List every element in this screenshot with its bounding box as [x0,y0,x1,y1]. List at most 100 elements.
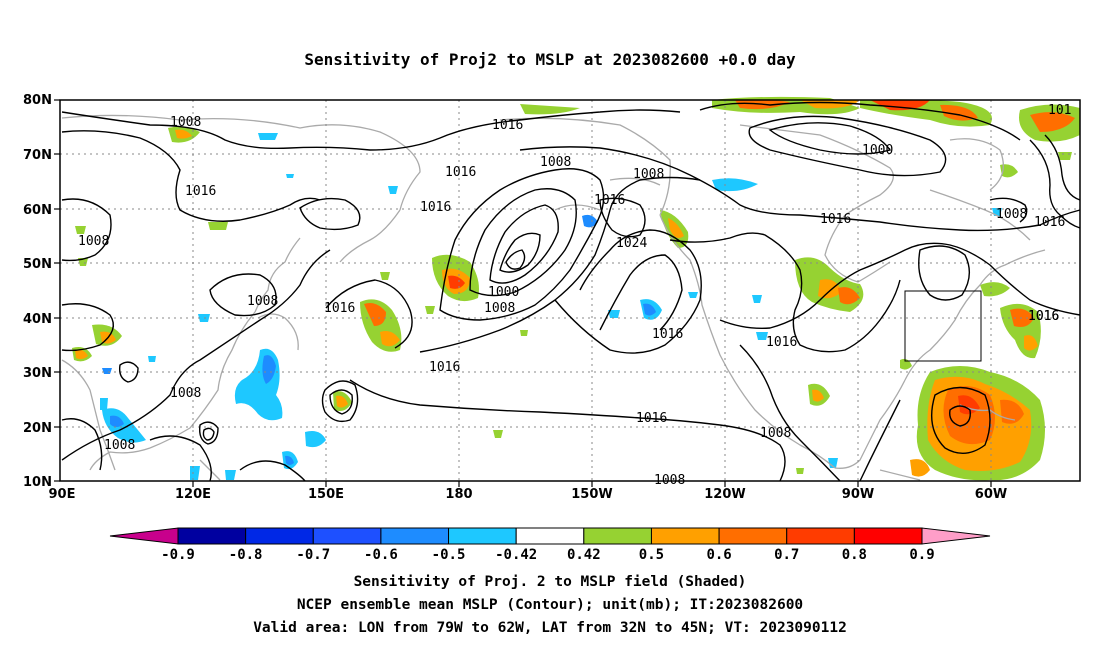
shade-patch [1024,335,1038,351]
contour-label: 1008 [247,294,278,309]
contour-label: 1008 [633,167,664,182]
contour-label: 1024 [616,236,647,251]
contour-label: 1016 [492,118,523,133]
lat-label: 20N [23,421,52,436]
colorbar-label: 0.8 [842,547,867,563]
contour-line [499,232,541,273]
shade-patch [493,430,503,438]
contour-line [599,197,646,238]
shade-patch [448,275,465,289]
contour-line [299,197,361,231]
colorbar-label: 0.6 [706,547,731,563]
contour-line [859,399,901,482]
shade-patch [520,104,580,115]
coastline [949,138,1004,191]
shade-patch [175,129,192,139]
shade-patch [910,459,930,477]
colorbar-box [718,527,788,545]
shade-patch [285,455,294,465]
contour-label: 1008 [170,115,201,130]
shade-patch [208,222,228,230]
shade-patch [102,368,112,374]
lon-label: 180 [445,487,472,502]
shade-patch [643,303,656,316]
contour-line [1029,139,1081,229]
shade-patch [262,355,276,384]
contour-line [329,389,353,415]
shade-patch [900,358,912,370]
contour-line [989,197,1028,223]
contour-label: 1008 [540,155,571,170]
shade-patch [838,287,860,305]
colorbar-label: -0.5 [432,547,466,563]
contour-line [202,427,215,441]
colorbar-label: 0.9 [909,547,934,563]
contour-line [198,421,219,445]
contour-line [439,168,605,321]
contour-label: 1016 [429,360,460,375]
coastline [61,114,421,211]
contour-labels: 1008 1016 1016 1016 1008 1016 1008 1016 … [78,103,1071,488]
shade-patch [1058,152,1072,160]
colorbar-label: 0.42 [567,547,601,563]
contour-line [748,115,947,177]
contour-label: 1008 [170,386,201,401]
shade-patch [818,279,842,299]
contour-label: 1008 [104,438,135,453]
shade-patch [712,178,758,192]
colorbar-box [515,527,585,545]
lon-ticks [192,481,992,487]
contour-line [349,379,786,482]
lon-label: 150W [571,487,612,502]
shade-patch [688,292,698,298]
shade-patch [305,431,326,448]
coastline [254,237,301,313]
shade-patch [380,272,390,280]
shade-patch [1030,112,1075,132]
shade-patch [380,331,400,347]
contour-line [599,254,683,331]
shade-patch [364,303,386,326]
lon-label: 60W [975,487,1007,502]
coastline [834,379,906,469]
lon-label: 120W [704,487,745,502]
contour-line [469,188,577,297]
colorbar-label: 0.5 [639,547,664,563]
colorbar-label: -0.8 [229,547,263,563]
lat-label: 40N [23,312,52,327]
contour-label: 1016 [1028,309,1059,324]
shade-patch [336,395,348,408]
contour-label: 1016 [820,212,851,227]
colorbar-label: 0.7 [774,547,799,563]
shade-patch [110,415,124,427]
shade-patch [1000,164,1018,178]
shade-patch [225,470,236,480]
contour-label: 1016 [766,335,797,350]
lat-axis: 80N 70N 60N 50N 40N 30N 20N 10N [23,93,52,490]
contour-label: 1008 [654,473,685,488]
contour-line [505,249,526,270]
shade-patch [796,468,804,474]
colorbar-box [380,527,450,545]
contour-label: 1016 [594,193,625,208]
contour-label: 1008 [78,234,109,249]
shade-patch [75,226,86,234]
colorbar-box [448,527,517,545]
contour-label: 1016 [185,184,216,199]
colorbar-label: -0.7 [296,547,330,563]
contour-label: 1008 [484,301,515,316]
contour-line [61,109,681,151]
contour-label: 1016 [445,165,476,180]
contour-line [519,146,1081,232]
contour-line [61,249,331,461]
contour-line [768,122,892,155]
sensitivity-shading [72,96,1080,481]
contour-line [118,361,139,383]
contour-line [61,130,321,222]
colorbar-label: -0.9 [161,547,195,563]
footer-line-valid-area: Valid area: LON from 79W to 62W, LAT fro… [253,620,847,636]
contour-label: 1000 [488,285,519,300]
shade-patch [100,398,108,410]
shade-patch [943,386,995,445]
